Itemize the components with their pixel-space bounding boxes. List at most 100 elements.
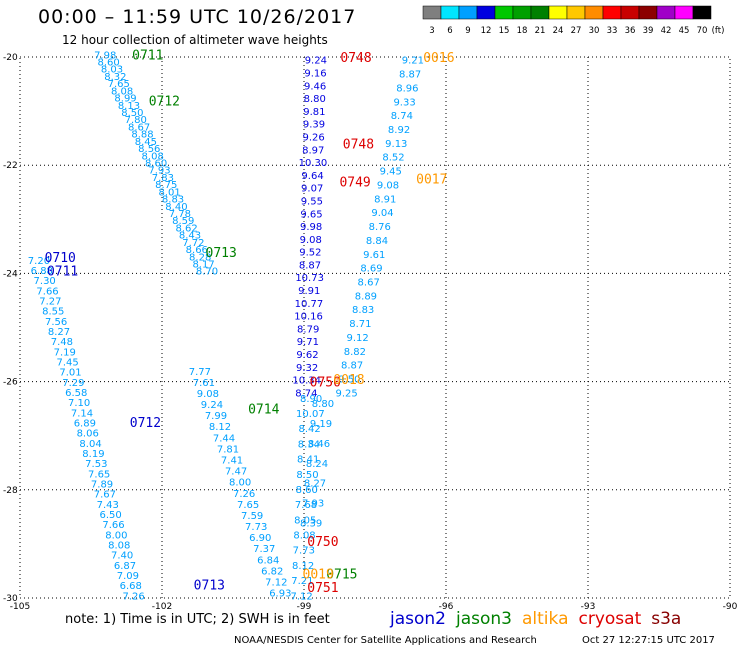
wave-height-value: 8.27 — [304, 479, 326, 490]
plot-frame — [19, 56, 731, 599]
wave-height-value: 9.32 — [296, 363, 318, 374]
wave-height-value: 9.50 — [338, 375, 360, 386]
wave-height-value: 8.76 — [369, 222, 391, 233]
wave-height-value: 8.08 — [142, 151, 164, 162]
colorbar-swatch — [692, 5, 712, 20]
wave-height-value: 8.74 — [295, 388, 317, 399]
wave-height-value: 8.01 — [159, 187, 181, 198]
wave-height-value: 8.60 — [145, 158, 167, 169]
wave-height-value: 9.33 — [393, 97, 415, 108]
wave-height-value: 9.55 — [301, 196, 323, 207]
wave-height-value: 8.96 — [396, 83, 418, 94]
wave-height-value: 7.47 — [225, 467, 247, 478]
colorbar-label: 3 — [429, 26, 434, 36]
lat-tick-label: -24 — [3, 269, 18, 279]
wave-height-value: 8.66 — [186, 245, 208, 256]
wave-height-value: 10.73 — [295, 273, 324, 284]
wave-height-value: 8.42 — [299, 424, 321, 435]
wave-height-value: 9.98 — [300, 222, 322, 233]
wave-height-value: 7.12 — [291, 591, 313, 602]
time-marker: 0016 — [423, 51, 454, 66]
wave-height-value: 8.32 — [104, 72, 126, 83]
wave-height-value: 8.84 — [366, 236, 388, 247]
wave-height-value: 9.45 — [380, 167, 402, 178]
plot-title: 00:00 – 11:59 UTC 10/26/2017 — [38, 6, 357, 28]
time-marker: 0751 — [307, 581, 338, 596]
time-marker: 0017 — [416, 173, 447, 188]
time-marker: 0711 — [47, 265, 78, 280]
colorbar-label: 36 — [625, 26, 636, 36]
plot-subtitle: 12 hour collection of altimeter wave hei… — [62, 33, 328, 47]
satellite-legend-altika: altika — [522, 609, 569, 629]
wave-height-value: 8.59 — [172, 216, 194, 227]
wave-height-value: 7.77 — [189, 367, 211, 378]
wave-height-value: 8.67 — [128, 122, 150, 133]
wave-height-value: 7.09 — [117, 571, 139, 582]
wave-height-value: 9.08 — [197, 389, 219, 400]
wave-height-value: 9.19 — [310, 419, 332, 430]
wave-height-value: 10.16 — [294, 312, 323, 323]
wave-height-value: 7.68 — [295, 500, 317, 511]
wave-height-value: 9.12 — [347, 333, 369, 344]
footnote: note: 1) Time is in UTC; 2) SWH is in fe… — [65, 612, 330, 627]
time-marker: 0714 — [248, 403, 279, 418]
wave-height-value: 9.39 — [303, 120, 325, 131]
wave-height-value: 8.43 — [179, 231, 201, 242]
wave-height-value: 7.43 — [97, 500, 119, 511]
colorbar-label: 9 — [465, 26, 470, 36]
wave-height-value: 8.00 — [229, 478, 251, 489]
wave-height-value: 9.62 — [296, 350, 318, 361]
wave-height-value: 7.41 — [221, 456, 243, 467]
lat-tick-label: -20 — [3, 53, 18, 63]
wave-height-value: 7.80 — [125, 115, 147, 126]
lon-tick-label: -96 — [439, 602, 454, 610]
wave-height-value: 7.81 — [217, 444, 239, 455]
wave-height-value: 8.12 — [209, 422, 231, 433]
wave-height-value: 9.24 — [201, 400, 223, 411]
time-marker: 0712 — [149, 94, 180, 109]
wave-height-value: 7.61 — [193, 378, 215, 389]
wave-height-value: 7.40 — [111, 551, 133, 562]
lat-tick-label: -30 — [3, 594, 18, 604]
wave-height-value: 8.99 — [114, 94, 136, 105]
wave-height-value: 8.05 — [294, 515, 316, 526]
wave-height-value: 8.67 — [358, 278, 380, 289]
wave-height-value: 7.44 — [213, 433, 235, 444]
time-marker: 0750 — [307, 535, 338, 550]
wave-height-value: 8.00 — [105, 530, 127, 541]
wave-height-value: 8.34 — [298, 439, 320, 450]
wave-height-value: 9.91 — [298, 286, 320, 297]
wave-height-value: 9.65 — [300, 209, 322, 220]
wave-height-value: 8.50 — [121, 108, 143, 119]
wave-height-value: 7.10 — [68, 398, 90, 409]
wave-height-value: 7.26 — [122, 591, 144, 602]
wave-height-value: 7.65 — [88, 469, 110, 480]
wave-height-value: 8.91 — [374, 194, 396, 205]
colorbar-label: 12 — [481, 26, 492, 36]
wave-height-value: 7.66 — [36, 286, 58, 297]
colorbar-label: 21 — [535, 26, 546, 36]
wave-height-value: 6.68 — [120, 581, 142, 592]
wave-height-value: 10.07 — [296, 409, 325, 420]
wave-height-value: 6.58 — [65, 388, 87, 399]
wave-height-value: 8.60 — [97, 58, 119, 69]
wave-height-value: 8.82 — [344, 347, 366, 358]
wave-height-value: 9.13 — [385, 139, 407, 150]
wave-height-value: 8.69 — [360, 264, 382, 275]
wave-height-value: 7.01 — [59, 368, 81, 379]
wave-height-value: 8.62 — [175, 223, 197, 234]
wave-height-value: 8.71 — [349, 319, 371, 330]
wave-height-value: 7.78 — [169, 209, 191, 220]
wave-height-value: 7.14 — [71, 408, 93, 419]
wave-height-value: 7.65 — [237, 500, 259, 511]
wave-height-value: 8.39 — [300, 518, 322, 529]
wave-height-value: 9.71 — [297, 337, 319, 348]
wave-height-value: 7.37 — [253, 544, 275, 555]
satellite-legend-jason2: jason2 — [390, 609, 446, 629]
wave-height-value: 7.48 — [51, 337, 73, 348]
wave-height-value: 8.83 — [162, 195, 184, 206]
wave-height-value: 7.66 — [102, 520, 124, 531]
wave-height-value: 8.56 — [138, 144, 160, 155]
lon-tick-label: -90 — [723, 602, 738, 610]
wave-height-value: 8.08 — [108, 540, 130, 551]
